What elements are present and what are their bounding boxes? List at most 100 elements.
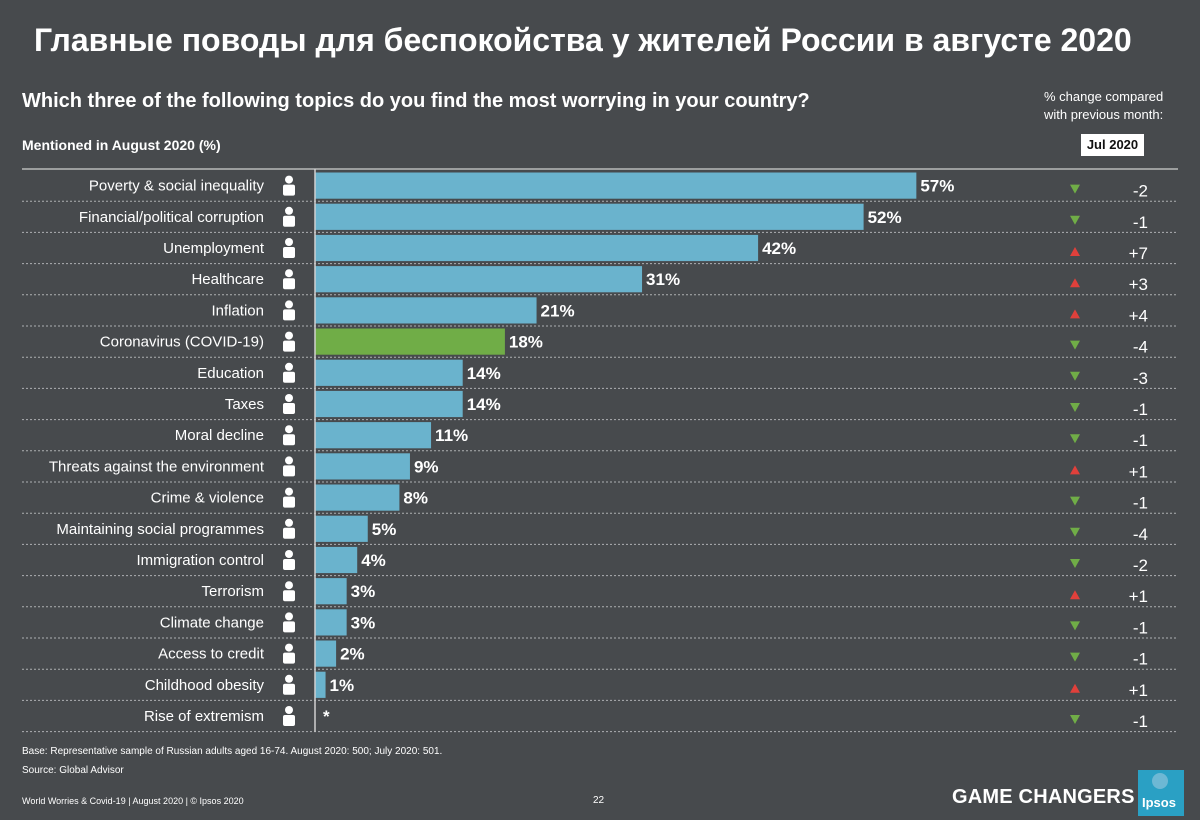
bar <box>315 359 463 386</box>
up-arrow-icon <box>1070 683 1080 693</box>
corruption-icon <box>283 206 295 227</box>
base-note: Base: Representative sample of Russian a… <box>22 746 443 757</box>
bar <box>315 546 358 574</box>
up-arrow-icon <box>1070 590 1080 600</box>
bar-value-label: 11% <box>435 426 468 445</box>
down-arrow-icon <box>1070 184 1080 194</box>
change-value: -1 <box>1133 650 1148 669</box>
down-arrow-icon <box>1070 715 1080 724</box>
category-label: Poverty & social inequality <box>89 178 265 195</box>
bar <box>315 328 505 355</box>
page-title: Главные поводы для беспокойства у жителе… <box>34 22 1132 58</box>
terrorism-icon <box>283 581 295 602</box>
down-arrow-icon <box>1070 434 1080 444</box>
change-header: % change compared with previous month: <box>1044 88 1194 124</box>
crime-icon <box>283 487 295 508</box>
bar <box>315 234 759 262</box>
up-arrow-icon <box>1070 309 1080 319</box>
category-label: Threats against the environment <box>49 458 265 475</box>
category-label: Access to credit <box>158 646 265 663</box>
bar-value-label: 4% <box>361 551 386 570</box>
mentioned-label: Mentioned in August 2020 (%) <box>22 137 221 153</box>
category-label: Terrorism <box>202 583 265 600</box>
climate-icon <box>283 612 295 633</box>
bar <box>315 297 537 324</box>
down-arrow-icon <box>1070 559 1080 568</box>
bar-value-label: 52% <box>868 208 902 227</box>
category-label: Financial/political corruption <box>79 209 264 226</box>
social-programmes-icon <box>283 518 295 539</box>
category-label: Maintaining social programmes <box>56 521 264 538</box>
down-arrow-icon <box>1070 403 1080 412</box>
category-label: Childhood obesity <box>145 677 265 694</box>
compare-month-badge: Jul 2020 <box>1081 134 1144 156</box>
bar-value-label: 2% <box>340 645 365 664</box>
source-note: Source: Global Advisor <box>22 765 124 776</box>
up-arrow-icon <box>1070 247 1080 256</box>
brand-slogan: GAME CHANGERS <box>952 786 1135 808</box>
change-value: +1 <box>1129 587 1148 606</box>
healthcare-icon <box>283 269 295 290</box>
down-arrow-icon <box>1070 652 1080 662</box>
survey-question: Which three of the following topics do y… <box>22 90 810 112</box>
bar-value-label: 31% <box>646 270 680 289</box>
bar <box>315 578 347 605</box>
logo-mark <box>1152 773 1168 789</box>
category-label: Climate change <box>160 614 264 631</box>
category-label: Healthcare <box>191 271 264 288</box>
change-header-line2: with previous month: <box>1044 107 1164 122</box>
page-number: 22 <box>593 795 605 806</box>
bar <box>315 422 432 449</box>
change-value: -4 <box>1133 338 1148 357</box>
change-value: -3 <box>1133 369 1148 388</box>
change-value: +7 <box>1129 244 1148 263</box>
up-arrow-icon <box>1070 465 1080 475</box>
bar <box>315 484 400 511</box>
bar-value-label: 9% <box>414 457 439 476</box>
down-arrow-icon <box>1070 621 1080 631</box>
change-value: -2 <box>1133 556 1148 575</box>
change-value: +4 <box>1129 306 1148 325</box>
down-arrow-icon <box>1070 340 1080 350</box>
bar-value-label: 3% <box>351 582 376 601</box>
bar-value-label: 57% <box>920 177 954 196</box>
change-value: -1 <box>1133 213 1148 232</box>
taxes-icon <box>283 394 295 414</box>
biohazard-icon <box>283 331 295 352</box>
change-value: +1 <box>1129 681 1148 700</box>
moral-decline-icon <box>283 425 295 446</box>
inflation-icon <box>283 300 295 321</box>
change-value: -1 <box>1133 494 1148 513</box>
extremism-icon <box>283 706 295 726</box>
change-value: -1 <box>1133 712 1148 731</box>
category-label: Rise of extremism <box>144 708 264 725</box>
bar <box>315 203 864 230</box>
category-label: Immigration control <box>136 552 264 569</box>
change-header-line1: % change compared <box>1044 89 1164 104</box>
category-label: Unemployment <box>163 240 265 257</box>
ipsos-logo: Ipsos <box>1138 770 1184 816</box>
change-value: -1 <box>1133 400 1148 419</box>
bar <box>315 453 410 480</box>
bar-value-label: 8% <box>403 489 428 508</box>
unemployment-icon <box>283 238 295 258</box>
poverty-icon <box>283 175 295 196</box>
bar-value-label: 5% <box>372 520 397 539</box>
environment-icon <box>283 456 295 477</box>
immigration-icon <box>283 550 295 570</box>
bar-value-label: * <box>323 707 330 726</box>
bar-value-label: 14% <box>467 395 501 414</box>
bar-value-label: 18% <box>509 333 543 352</box>
education-icon <box>283 362 295 383</box>
bar <box>315 390 463 418</box>
bar <box>315 640 337 667</box>
change-value: -4 <box>1133 525 1148 544</box>
change-value: +3 <box>1129 275 1148 294</box>
bar <box>315 671 326 698</box>
bar-value-label: 14% <box>467 364 501 383</box>
bar-value-label: 21% <box>541 301 575 320</box>
change-value: +1 <box>1129 462 1148 481</box>
bar-value-label: 3% <box>351 613 376 632</box>
bar <box>315 609 347 636</box>
